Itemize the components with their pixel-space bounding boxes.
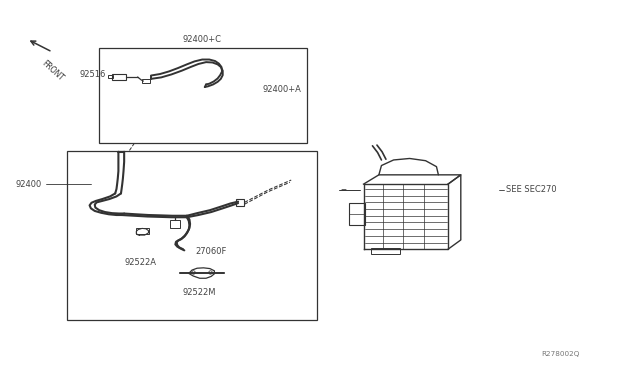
Bar — [99, 48, 307, 143]
Bar — [142, 79, 150, 83]
Text: 92516: 92516 — [80, 70, 106, 79]
Bar — [112, 74, 126, 80]
Bar — [136, 228, 149, 234]
Text: 27060F: 27060F — [195, 247, 227, 256]
Bar — [108, 75, 113, 78]
Bar — [67, 151, 317, 320]
Text: R278002Q: R278002Q — [541, 351, 579, 357]
Bar — [236, 199, 244, 206]
Text: FRONT: FRONT — [40, 58, 65, 83]
Text: SEE SEC270: SEE SEC270 — [506, 185, 556, 194]
Bar — [170, 220, 180, 228]
Text: 92400: 92400 — [15, 180, 42, 189]
Text: 92400+A: 92400+A — [262, 85, 301, 94]
Text: 92522A: 92522A — [125, 258, 157, 267]
Bar — [349, 203, 365, 225]
Bar — [371, 248, 400, 254]
Text: 92522M: 92522M — [182, 288, 216, 296]
Text: 92400+C: 92400+C — [182, 35, 221, 44]
